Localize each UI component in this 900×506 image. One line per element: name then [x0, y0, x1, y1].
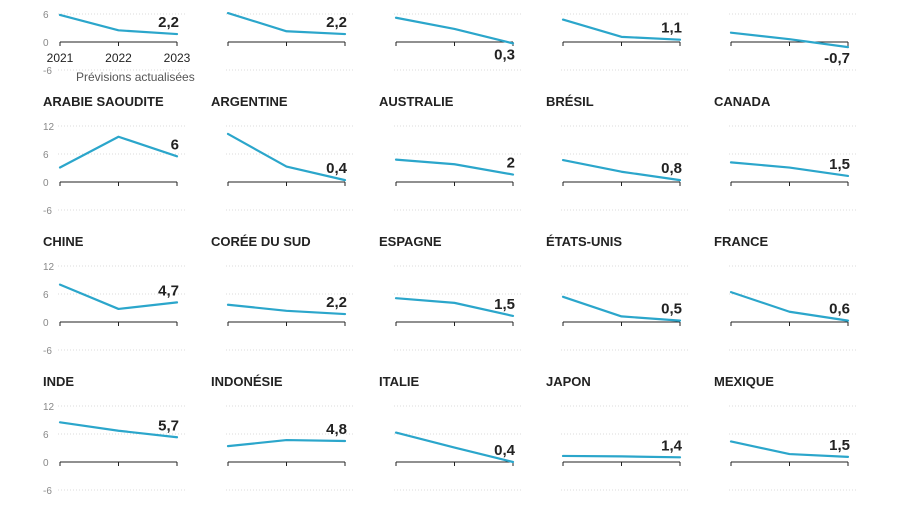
panel-0-y-tick-label: 6 [43, 10, 49, 21]
panel-9-series-line [729, 161, 850, 178]
panel-10-title: CHINE [43, 234, 84, 249]
panel-3-end-label: 1,1 [661, 20, 682, 37]
panel-15-y-tick-label: 0 [43, 458, 49, 469]
panel-11-series-line [226, 303, 347, 316]
panel-2-series-line [394, 16, 515, 45]
legend-year-label: 2021 [47, 51, 74, 65]
panel-16-series-line [226, 438, 347, 448]
panel-17-title: ITALIE [379, 374, 420, 389]
panel-11-title: CORÉE DU SUD [211, 234, 311, 249]
panel-10-end-label: 4,7 [158, 282, 179, 299]
panel-19-title: MEXIQUE [714, 374, 774, 389]
panel-10-y-tick-label: 6 [43, 290, 49, 301]
panel-7-end-label: 2 [507, 155, 515, 172]
panel-15-y-tick-label: 12 [43, 402, 55, 413]
panel-11-end-label: 2,2 [326, 294, 347, 311]
panel-7-series-line [394, 158, 515, 176]
panel-3-series-line [561, 18, 682, 41]
panel-5-series-line [58, 135, 179, 169]
panel-14-title: FRANCE [714, 234, 768, 249]
panel-12-end-label: 1,5 [494, 296, 515, 313]
panel-7-title: AUSTRALIE [379, 94, 454, 109]
panel-0-series-line [58, 13, 179, 36]
panel-14-series-line [729, 291, 850, 322]
panel-19-end-label: 1,5 [829, 437, 850, 454]
panel-9-title: CANADA [714, 94, 771, 109]
panel-4-end-label: -0,7 [824, 50, 850, 67]
panel-5-end-label: 6 [171, 136, 179, 153]
panel-17-series-line [394, 431, 515, 464]
panel-16-title: INDONÉSIE [211, 374, 283, 389]
panel-13-end-label: 0,5 [661, 301, 682, 318]
panel-0-y-tick-label: 0 [43, 38, 49, 49]
panel-5-title: ARABIE SAOUDITE [43, 94, 164, 109]
panel-15-y-tick-label: 6 [43, 430, 49, 441]
panel-15-end-label: 5,7 [158, 417, 179, 434]
panel-1-end-label: 2,2 [326, 14, 347, 31]
panel-6-series-line [226, 132, 347, 182]
panel-8-end-label: 0,8 [661, 160, 682, 177]
panel-9-end-label: 1,5 [829, 156, 850, 173]
panel-1-series-line [226, 11, 347, 36]
panel-8-series-line [561, 158, 682, 182]
panel-4-series-line [729, 31, 850, 49]
panel-6-end-label: 0,4 [326, 160, 348, 177]
panel-15-series-line [58, 421, 179, 439]
panel-13-series-line [561, 295, 682, 322]
panel-17-end-label: 0,4 [494, 442, 516, 459]
panel-18-end-label: 1,4 [661, 437, 683, 454]
panel-5-y-tick-label: 0 [43, 178, 49, 189]
panel-0-y-tick-label: -6 [43, 66, 52, 77]
panel-5-y-tick-label: 12 [43, 122, 55, 133]
panel-19-series-line [729, 440, 850, 458]
panel-0-end-label: 2,2 [158, 14, 179, 31]
panel-18-title: JAPON [546, 374, 591, 389]
panel-15-title: INDE [43, 374, 74, 389]
panel-12-title: ESPAGNE [379, 234, 442, 249]
panel-8-title: BRÉSIL [546, 94, 594, 109]
panel-10-y-tick-label: -6 [43, 346, 52, 357]
panel-15-y-tick-label: -6 [43, 486, 52, 497]
panel-5-y-tick-label: -6 [43, 206, 52, 217]
panel-10-y-tick-label: 0 [43, 318, 49, 329]
panel-6-title: ARGENTINE [211, 94, 288, 109]
panel-10-y-tick-label: 12 [43, 262, 55, 273]
panel-16-end-label: 4,8 [326, 421, 347, 438]
panel-18-series-line [561, 454, 682, 459]
panel-14-end-label: 0,6 [829, 301, 850, 318]
legend-year-label: 2023 [164, 51, 191, 65]
panel-5-y-tick-label: 6 [43, 150, 49, 161]
panel-12-series-line [394, 297, 515, 318]
legend-caption: Prévisions actualisées [76, 70, 195, 84]
panel-2-end-label: 0,3 [494, 46, 515, 63]
legend-year-label: 2022 [105, 51, 132, 65]
panel-10-series-line [58, 283, 179, 311]
panel-13-title: ÉTATS-UNIS [546, 234, 622, 249]
